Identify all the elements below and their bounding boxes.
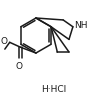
Text: O: O (1, 37, 8, 46)
Text: O: O (16, 62, 23, 71)
Text: NH: NH (74, 21, 87, 30)
Text: H·HCl: H·HCl (41, 85, 66, 94)
